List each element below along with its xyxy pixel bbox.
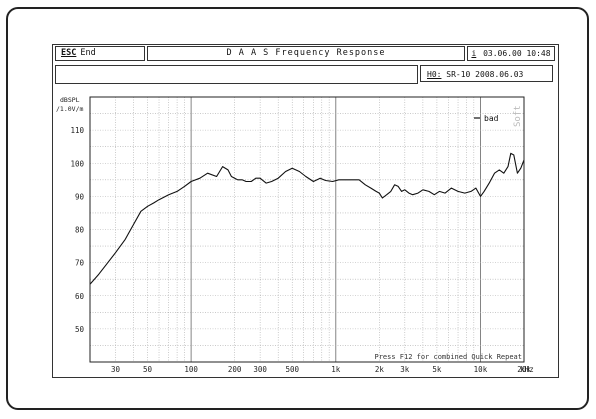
data-marks: 110 100 90 80 70 60 50 30 50 100 200 300 500 1k 2k 3k 5k…: [70, 126, 531, 374]
x-tick-label: 2k: [375, 365, 385, 374]
window-title: D A A S Frequency Response: [147, 46, 465, 61]
end-label: End: [80, 48, 96, 58]
x-axis-unit: kHz: [520, 365, 534, 374]
y-tick-label: 70: [75, 259, 85, 268]
date-box: i 03.06.00 10:48: [467, 46, 555, 61]
y-tick-label: 110: [70, 126, 84, 135]
y-axis-unit: /1.0V/m: [56, 105, 83, 113]
x-tick-label: 100: [184, 365, 198, 374]
x-tick-label: 50: [143, 365, 153, 374]
esc-key-label: ESC: [61, 48, 77, 58]
y-tick-label: 90: [75, 192, 85, 201]
grid: [89, 97, 525, 362]
x-tick-label: 30: [111, 365, 121, 374]
y-tick-label: 50: [75, 325, 85, 334]
footer-hint: Press F12 for combined Quick Repeat: [374, 353, 522, 361]
x-tick-label: 5k: [432, 365, 442, 374]
plot-border: [89, 96, 525, 363]
date-text: 03.06.00 10:48: [483, 49, 551, 58]
x-tick-label: 200: [228, 365, 242, 374]
y-axis-label: dBSPL: [60, 96, 80, 104]
info-icon[interactable]: i: [471, 49, 477, 58]
series-line-bad: [89, 152, 525, 285]
note-text: SR-10 2008.06.03: [446, 70, 524, 79]
y-tick-label: 60: [75, 292, 85, 301]
y-tick-label: 80: [75, 226, 85, 235]
x-tick-label: 10k: [474, 365, 488, 374]
x-tick-label: 500: [285, 365, 299, 374]
x-tick-label: 20k: [517, 365, 531, 374]
x-tick-label: 300: [253, 365, 267, 374]
comment-field[interactable]: [55, 65, 418, 84]
x-tick-label: 1k: [331, 365, 341, 374]
measurement-note: H0: SR-10 2008.06.03: [420, 65, 553, 82]
legend-label: bad: [484, 114, 499, 123]
y-tick-label: 100: [70, 159, 84, 168]
x-tick-label: 3k: [400, 365, 410, 374]
daas-window: [52, 44, 559, 378]
note-key: H0:: [427, 70, 442, 79]
esc-end-button[interactable]: ESC End: [55, 46, 145, 61]
side-label: Soft: [513, 105, 523, 127]
